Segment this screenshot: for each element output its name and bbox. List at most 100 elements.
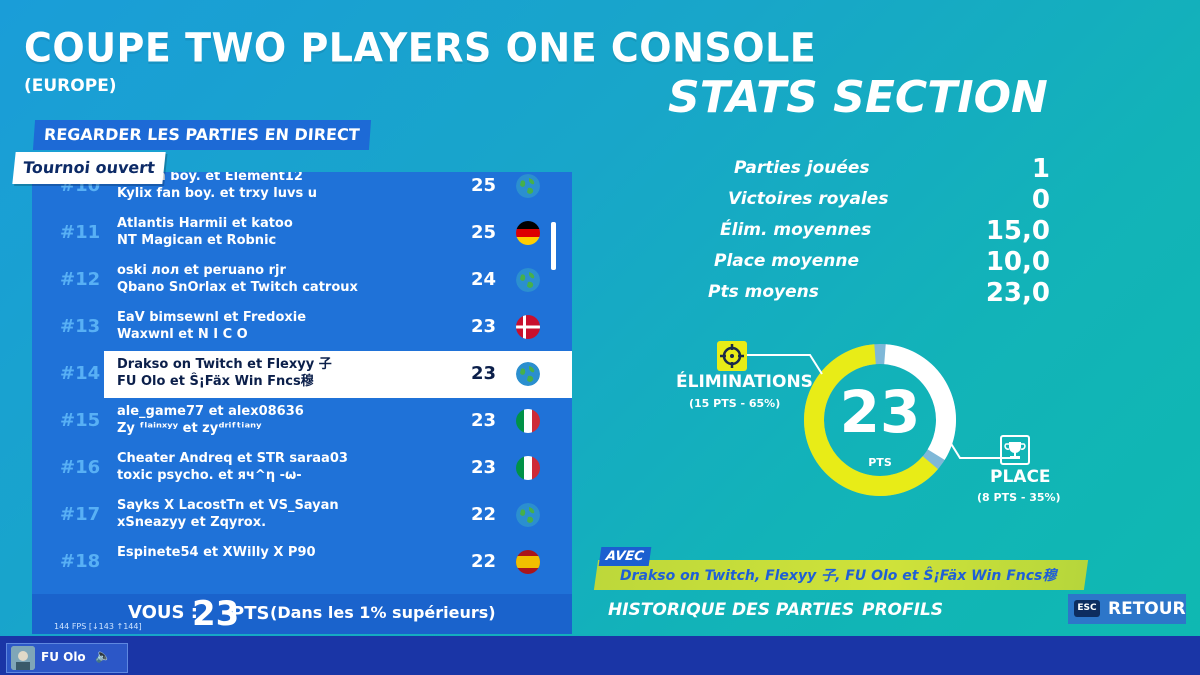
stat-row: Place moyenne 10,0 bbox=[700, 247, 1080, 282]
leaderboard-row[interactable]: #11 Atlantis Harmii et katoo NT Magican et… bbox=[32, 210, 572, 257]
stat-value: 1 bbox=[1031, 154, 1050, 184]
row-team-line2: Kylix fan boy. et trxy luvs u bbox=[117, 186, 318, 201]
row-team-names: Espinete54 et XWilly X P90 bbox=[117, 544, 316, 561]
row-rank: #17 bbox=[60, 504, 101, 525]
row-rank: #14 bbox=[60, 363, 101, 384]
globe-icon bbox=[516, 362, 540, 386]
stat-label: Pts moyens bbox=[708, 282, 819, 302]
placement-label: PLACE bbox=[990, 467, 1051, 487]
row-points: 22 bbox=[470, 504, 496, 525]
stat-label: Place moyenne bbox=[714, 251, 860, 271]
profiles-tab[interactable]: PROFILS bbox=[862, 600, 944, 620]
leaderboard-row[interactable]: #16 Cheater Andreq et STR saraa03 toxic ps… bbox=[32, 445, 572, 492]
stat-value: 0 bbox=[1031, 185, 1050, 215]
row-team-line1: oski лол et peruano rjr bbox=[117, 263, 286, 278]
elim-connector bbox=[740, 354, 823, 375]
row-rank: #18 bbox=[60, 551, 101, 572]
leaderboard-rows: #10 crr fan boy. et Element12 Kylix fan bo… bbox=[32, 172, 572, 586]
row-points: 23 bbox=[470, 363, 496, 384]
leaderboard-row[interactable]: #17 Sayks X LacostTn et VS_Sayan xSneazyy … bbox=[32, 492, 572, 539]
eliminations-label: ÉLIMINATIONS bbox=[676, 372, 813, 392]
globe-icon bbox=[516, 503, 540, 527]
row-rank: #13 bbox=[60, 316, 101, 337]
leaderboard-row[interactable]: #12 oski лол et peruano rjr Qbano SnOrlax … bbox=[32, 257, 572, 304]
stat-value: 15,0 bbox=[985, 216, 1050, 246]
leaderboard-row[interactable]: #10 crr fan boy. et Element12 Kylix fan bo… bbox=[32, 172, 572, 210]
stats-section-title: STATS SECTION bbox=[668, 72, 1048, 123]
row-team-names: Sayks X LacostTn et VS_Sayan xSneazyy et … bbox=[117, 497, 339, 531]
placement-breakdown: (8 PTS - 35%) bbox=[977, 491, 1061, 504]
leaderboard-row[interactable]: #15 ale_game77 et alex08636 Zy ᶠˡᵃⁱⁿˣʸʸ et… bbox=[32, 398, 572, 445]
your-score-percentile: (Dans les 1% supérieurs) bbox=[270, 603, 496, 622]
row-team-line1: Atlantis Harmii et katoo bbox=[117, 216, 293, 231]
eliminations-breakdown: (15 PTS - 65%) bbox=[689, 397, 781, 410]
flag-italy-icon bbox=[516, 456, 540, 480]
row-team-names: crr fan boy. et Element12 Kylix fan boy. … bbox=[117, 172, 317, 202]
your-score-value: 23 bbox=[192, 594, 240, 634]
stat-value: 10,0 bbox=[985, 247, 1050, 277]
trophy-icon bbox=[1000, 435, 1030, 465]
fps-counter: 144 FPS [↓143 ↑144] bbox=[54, 622, 142, 631]
stat-label: Élim. moyennes bbox=[720, 220, 872, 240]
row-team-line2: FU Olo et Ŝ¡Fäx Win Fncs穆 bbox=[117, 374, 314, 389]
back-button[interactable]: ESC RETOUR bbox=[1068, 594, 1186, 624]
row-rank: #12 bbox=[60, 269, 101, 290]
back-label: RETOUR bbox=[1108, 599, 1186, 619]
stats-table: Parties jouées 1 Victoires royales 0 Élim. m… bbox=[700, 154, 1080, 313]
speaker-icon: 🔈 bbox=[95, 649, 112, 664]
row-points: 23 bbox=[470, 410, 496, 431]
teammates-tag: AVEC bbox=[598, 547, 652, 566]
row-team-line1: EaV bimsewnl et Fredoxie bbox=[117, 310, 307, 325]
esc-key-hint: ESC bbox=[1074, 600, 1100, 617]
leaderboard-scrollbar[interactable] bbox=[551, 222, 556, 270]
your-score-unit: PTS bbox=[231, 603, 270, 624]
points-donut-chart bbox=[804, 344, 956, 496]
row-team-names: EaV bimsewnl et Fredoxie Waxwnl et N I C … bbox=[117, 309, 306, 343]
row-points: 22 bbox=[470, 551, 496, 572]
flag-spain-icon bbox=[516, 550, 540, 574]
leaderboard-row[interactable]: #18 Espinete54 et XWilly X P90 22 bbox=[32, 539, 572, 586]
donut-elim-segment bbox=[804, 344, 938, 496]
row-team-names: Atlantis Harmii et katoo NT Magican et Ro… bbox=[117, 215, 293, 249]
your-score-bar: VOUS : 23 PTS (Dans les 1% supérieurs) 1… bbox=[32, 594, 572, 634]
party-member-name: FU Olo bbox=[41, 650, 86, 664]
page-title: COUPE TWO PLAYERS ONE CONSOLE bbox=[24, 24, 817, 72]
watch-live-button[interactable]: REGARDER LES PARTIES EN DIRECT bbox=[32, 120, 371, 150]
row-team-line2: Zy ᶠˡᵃⁱⁿˣʸʸ et zyᵈʳⁱᶠᵗⁱᵃⁿʸ bbox=[117, 421, 262, 436]
match-history-tab[interactable]: HISTORIQUE DES PARTIES bbox=[608, 600, 855, 620]
row-points: 25 bbox=[470, 175, 496, 196]
stat-label: Parties jouées bbox=[734, 158, 870, 178]
row-team-line1: Espinete54 et XWilly X P90 bbox=[117, 545, 316, 560]
flag-denmark-icon bbox=[516, 315, 540, 339]
leaderboard[interactable]: #10 crr fan boy. et Element12 Kylix fan bo… bbox=[32, 172, 572, 634]
row-team-line1: ale_game77 et alex08636 bbox=[117, 404, 304, 419]
flag-germany-icon bbox=[516, 221, 540, 245]
open-tournament-tag: Tournoi ouvert bbox=[12, 152, 166, 184]
party-member-chip[interactable]: FU Olo 🔈 bbox=[6, 643, 128, 673]
your-score-label: VOUS : bbox=[128, 602, 198, 623]
leaderboard-row-self[interactable]: #14 Drakso on Twitch et Flexyy 子 FU Olo et… bbox=[32, 351, 572, 398]
row-team-line1: Sayks X LacostTn et VS_Sayan bbox=[117, 498, 339, 513]
stat-row: Pts moyens 23,0 bbox=[700, 278, 1080, 313]
row-team-line1: Drakso on Twitch et Flexyy 子 bbox=[117, 357, 332, 372]
row-team-line1: Cheater Andreq et STR saraa03 bbox=[117, 451, 348, 466]
row-team-line2: xSneazyy et Zqyrox. bbox=[117, 515, 267, 530]
row-highlight bbox=[104, 351, 572, 398]
row-points: 24 bbox=[470, 269, 496, 290]
leaderboard-row[interactable]: #13 EaV bimsewnl et Fredoxie Waxwnl et N I… bbox=[32, 304, 572, 351]
row-team-line1: crr fan boy. et Element12 bbox=[117, 172, 303, 184]
stat-row: Victoires royales 0 bbox=[700, 185, 1080, 220]
stat-value: 23,0 bbox=[985, 278, 1050, 308]
avatar bbox=[11, 646, 35, 670]
globe-icon bbox=[516, 174, 540, 198]
row-points: 23 bbox=[470, 316, 496, 337]
row-points: 23 bbox=[470, 457, 496, 478]
globe-icon bbox=[516, 268, 540, 292]
row-points: 25 bbox=[470, 222, 496, 243]
row-team-names: Drakso on Twitch et Flexyy 子 FU Olo et Ŝ¡… bbox=[117, 356, 332, 390]
stat-row: Élim. moyennes 15,0 bbox=[700, 216, 1080, 251]
bottom-bar bbox=[0, 636, 1200, 675]
row-team-line2: Qbano SnOrlax et Twitch catroux bbox=[117, 280, 358, 295]
row-team-names: Cheater Andreq et STR saraa03 toxic psych… bbox=[117, 450, 348, 484]
donut-place-segment bbox=[883, 344, 956, 460]
